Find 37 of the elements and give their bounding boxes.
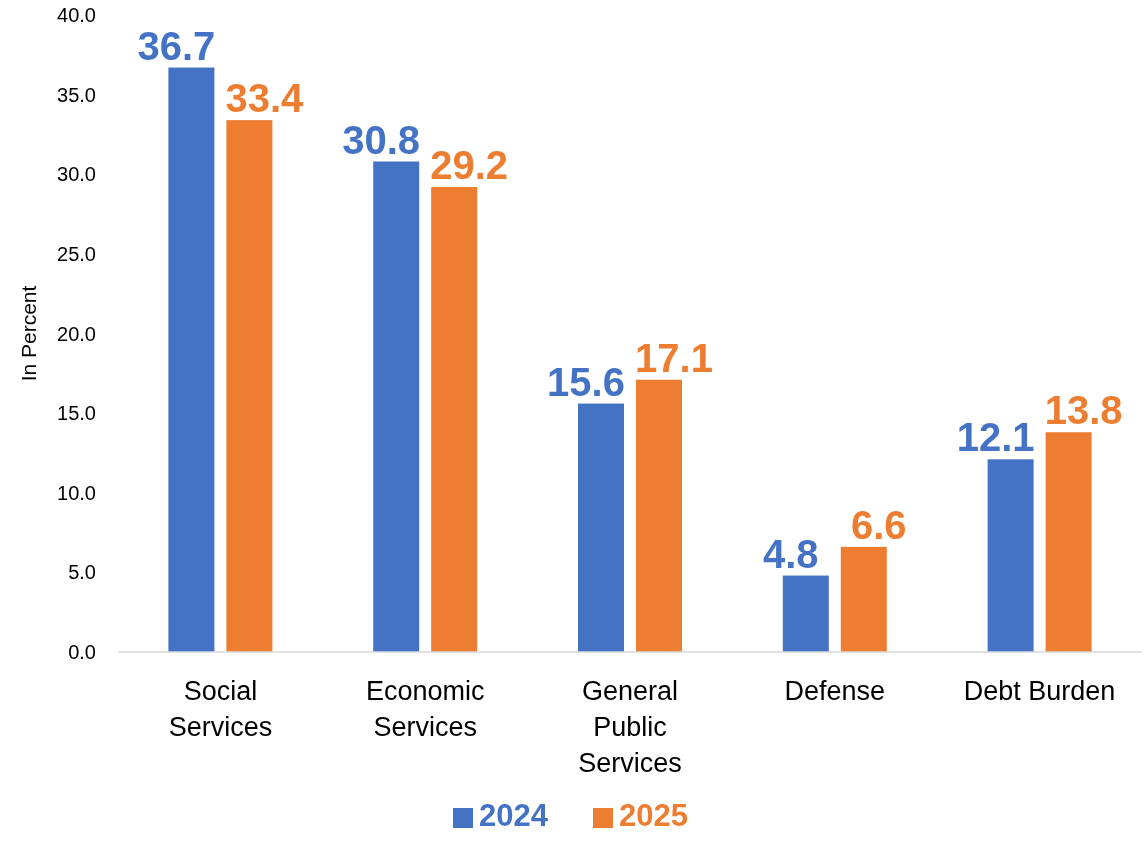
x-tick-label: Economic Services bbox=[365, 676, 485, 742]
bar bbox=[373, 161, 420, 652]
bar bbox=[636, 379, 682, 652]
data-label: 17.1 bbox=[635, 335, 713, 380]
y-tick-label: 35.0 bbox=[57, 83, 96, 106]
legend-label: 2025 bbox=[619, 798, 688, 833]
y-tick-label: 10.0 bbox=[57, 481, 96, 504]
data-label: 36.7 bbox=[137, 23, 216, 68]
data-label: 33.4 bbox=[225, 76, 305, 121]
y-tick-label: 0.0 bbox=[68, 641, 96, 663]
data-label: 30.8 bbox=[342, 117, 421, 162]
data-label: 13.8 bbox=[1044, 388, 1123, 433]
data-label: 4.8 bbox=[763, 531, 819, 576]
legend-label: 2024 bbox=[479, 798, 549, 833]
bar bbox=[782, 575, 829, 652]
y-tick-label: 40.0 bbox=[57, 4, 96, 26]
x-tick-label: Debt Burden bbox=[963, 676, 1116, 706]
y-axis-title: In Percent bbox=[17, 285, 40, 382]
data-label: 15.6 bbox=[547, 359, 625, 404]
x-tick-label: Social Services bbox=[168, 676, 273, 742]
x-tick-label: Defense bbox=[784, 676, 886, 706]
data-label: 29.2 bbox=[430, 142, 509, 187]
y-tick-label: 20.0 bbox=[57, 322, 96, 345]
bar bbox=[987, 459, 1034, 652]
y-tick-label: 25.0 bbox=[57, 242, 96, 265]
bar bbox=[226, 120, 273, 652]
bar bbox=[168, 67, 215, 652]
bar bbox=[1045, 432, 1092, 652]
y-tick-label: 30.0 bbox=[57, 163, 96, 186]
bar bbox=[578, 403, 624, 652]
data-label: 6.6 bbox=[851, 502, 907, 547]
bar bbox=[840, 546, 887, 652]
y-tick-label: 5.0 bbox=[68, 561, 96, 584]
x-tick-label: General Public Services bbox=[578, 676, 682, 778]
bar bbox=[431, 186, 478, 652]
y-tick-label: 15.0 bbox=[57, 402, 96, 425]
data-label: 12.1 bbox=[956, 415, 1035, 460]
